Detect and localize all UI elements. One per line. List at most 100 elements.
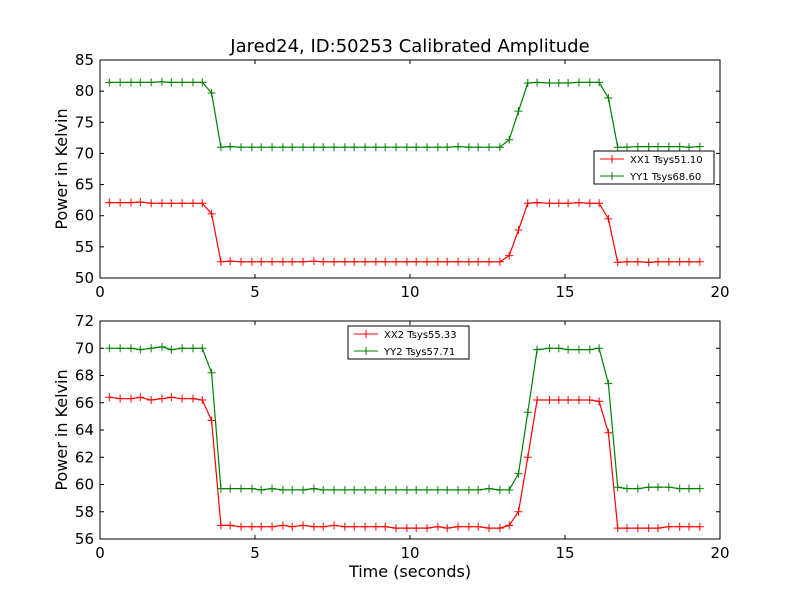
top-y-tick-label: 85 <box>75 51 94 69</box>
top-data-point <box>454 142 463 151</box>
bottom-data-point <box>613 524 622 533</box>
top-data-point <box>371 143 380 152</box>
top-data-point <box>595 78 604 87</box>
top-data-point <box>644 258 653 267</box>
top-data-point <box>361 143 370 152</box>
bottom-data-point <box>198 396 207 405</box>
legend-marker-xx1 <box>608 155 616 163</box>
top-data-point <box>309 257 318 266</box>
top-data-point <box>474 143 483 152</box>
bottom-data-point <box>474 485 483 494</box>
top-data-point <box>105 198 114 207</box>
legend-marker-yy2 <box>362 347 370 355</box>
top-data-point <box>237 143 246 152</box>
top-data-point <box>514 107 523 116</box>
top-data-point <box>105 78 114 87</box>
top-series-group <box>105 77 704 267</box>
top-data-point <box>695 257 704 266</box>
top-data-point <box>523 79 532 88</box>
top-data-point <box>633 257 642 266</box>
top-data-point <box>495 143 504 152</box>
bottom-data-point <box>604 379 613 388</box>
bottom-data-point <box>633 524 642 533</box>
top-data-point <box>664 257 673 266</box>
bottom-data-point <box>485 524 494 533</box>
bottom-data-point <box>178 344 187 353</box>
bottom-data-point <box>545 396 554 405</box>
bottom-data-point <box>644 524 653 533</box>
bottom-data-point <box>595 397 604 406</box>
top-data-point <box>127 78 135 87</box>
top-data-point <box>330 143 339 152</box>
bottom-data-point <box>533 345 542 354</box>
top-data-point <box>319 143 328 152</box>
bottom-data-point <box>695 484 704 493</box>
bottom-data-point <box>127 394 135 403</box>
top-data-point <box>147 78 156 87</box>
top-data-point <box>381 143 390 152</box>
top-x-tick-label: 10 <box>400 283 419 301</box>
bottom-data-point <box>189 344 197 353</box>
bottom-y-tick-label: 58 <box>75 503 94 521</box>
bottom-data-point <box>127 344 135 353</box>
top-data-point <box>136 198 145 207</box>
bottom-data-point <box>633 484 642 493</box>
bottom-data-point <box>423 485 432 494</box>
top-data-point <box>288 143 297 152</box>
top-data-point <box>392 143 401 152</box>
top-data-point <box>167 78 176 87</box>
top-data-point <box>644 142 653 151</box>
bottom-data-point <box>361 485 370 494</box>
bottom-data-point <box>613 483 622 492</box>
bottom-data-point <box>564 345 573 354</box>
bottom-data-point <box>514 469 523 478</box>
bottom-data-point <box>654 524 662 533</box>
top-legend: XX1 Tsys51.10 YY1 Tsys68.60 <box>593 150 715 185</box>
bottom-data-point <box>443 485 452 494</box>
bottom-data-point <box>495 524 504 533</box>
bottom-data-point <box>664 483 673 492</box>
top-data-point <box>623 257 631 266</box>
bottom-data-point <box>189 394 197 403</box>
bottom-data-point <box>167 345 176 354</box>
top-data-point <box>309 143 318 152</box>
bottom-data-point <box>664 522 673 531</box>
bottom-data-point <box>319 522 328 531</box>
bottom-data-point <box>604 428 613 437</box>
top-data-point <box>485 143 494 152</box>
top-data-point <box>654 257 662 266</box>
top-y-tick-label: 80 <box>75 82 94 100</box>
top-data-point <box>412 257 421 266</box>
top-y-tick-label: 60 <box>75 207 94 225</box>
bottom-data-point <box>216 521 225 530</box>
top-data-point <box>158 77 166 86</box>
top-data-point <box>514 226 523 235</box>
bottom-axis-ticks: 56 58 60 62 64 66 68 70 72 0 5 10 15 20 <box>75 312 730 562</box>
top-data-point <box>505 135 514 144</box>
top-data-point <box>545 79 554 88</box>
top-data-point <box>247 143 256 152</box>
bottom-data-point <box>319 485 328 494</box>
bottom-data-point <box>330 485 339 494</box>
bottom-data-point <box>299 485 308 494</box>
top-y-tick-label: 65 <box>75 176 94 194</box>
bottom-y-tick-label: 60 <box>75 476 94 494</box>
top-data-point <box>523 199 532 208</box>
top-data-point <box>574 198 583 207</box>
bottom-data-point <box>423 524 432 533</box>
top-x-tick-label: 15 <box>555 283 574 301</box>
top-axis-ticks: 50 55 60 65 70 75 80 85 0 5 10 15 20 <box>75 51 730 301</box>
top-legend-box <box>593 150 715 185</box>
legend-label-yy2: YY2 Tsys57.71 <box>383 347 455 358</box>
bottom-data-point <box>309 522 318 531</box>
bottom-data-point <box>412 485 421 494</box>
bottom-data-point <box>288 522 297 531</box>
top-data-point <box>167 199 176 208</box>
top-data-point <box>533 78 542 87</box>
bottom-data-point <box>105 393 114 402</box>
bottom-data-point <box>505 521 514 530</box>
bottom-data-point <box>247 522 256 531</box>
top-data-point <box>464 257 473 266</box>
bottom-data-point <box>392 485 401 494</box>
bottom-y-tick-label: 70 <box>75 339 94 357</box>
